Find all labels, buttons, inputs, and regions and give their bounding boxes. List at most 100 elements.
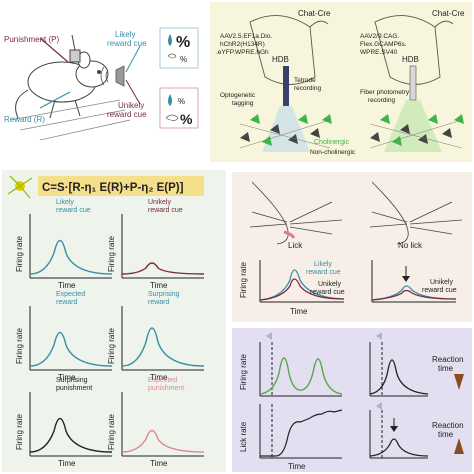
svg-text:Unikely reward cue: Unikely reward cue bbox=[422, 279, 457, 294]
speaker-icon bbox=[100, 65, 125, 87]
reaction-top-label: Reaction time bbox=[432, 355, 466, 373]
fiber-label: Fiber photometry recording bbox=[360, 89, 411, 104]
cell-label-0: Likely reward cue bbox=[56, 199, 91, 214]
green-firing-trace bbox=[259, 357, 343, 395]
panel-e-x-axis: Time bbox=[288, 462, 306, 471]
mouse-snout-right bbox=[369, 181, 463, 245]
arrow-down-icon bbox=[454, 374, 464, 390]
hdb-right: HDB bbox=[402, 55, 419, 64]
panel-c-cell-3: Surprising reward Firing rate Time bbox=[107, 291, 205, 382]
tetrode-label: Tetrode recording bbox=[294, 77, 321, 92]
panel-e-y-bottom: Lick rate bbox=[239, 421, 248, 452]
cell-x-axis-3: Time bbox=[150, 373, 168, 382]
no-lick-label: No lick bbox=[398, 241, 423, 250]
likely-cue-box bbox=[159, 27, 199, 69]
panel-a-figure: Punishment (P) Reward (R) Likely reward c… bbox=[4, 27, 199, 141]
equation: C=S·[R-η₁ E(R)+P-η₂ E(P)] bbox=[42, 182, 184, 194]
water-drop-icon bbox=[168, 34, 172, 46]
firing-trace-1 bbox=[121, 262, 205, 275]
virus-right: AAV2/9.CAG. Flex.GCAMP6s. WPRE.SV40 bbox=[360, 33, 408, 56]
punishment-arrow bbox=[39, 37, 69, 63]
panel-d-plot-right: Unikely reward cue bbox=[371, 260, 457, 303]
panel-c-cell-0: Likely reward cue Firing rate Time bbox=[15, 199, 113, 290]
tongue-icon bbox=[283, 230, 296, 239]
cell-x-axis-0: Time bbox=[58, 281, 76, 290]
panel-d-plot-left: Likely reward cue Unikely reward cue Fir… bbox=[239, 260, 345, 316]
panel-b-figure: Chat-Cre AAV2.5.EF1a.Dio. hChR2(H134R) .… bbox=[216, 9, 465, 156]
cell-x-axis-5: Time bbox=[150, 459, 168, 468]
firing-trace-3 bbox=[121, 327, 205, 367]
panel-c-cell-2: Expected reward Firing rate Time bbox=[15, 291, 113, 382]
unlikely-trace-left bbox=[259, 278, 345, 301]
mouse-head-right bbox=[374, 15, 454, 85]
cell-y-axis-3: Firing rate bbox=[107, 327, 116, 364]
cell-y-axis-5: Firing rate bbox=[107, 413, 116, 450]
neurons-left bbox=[239, 114, 332, 149]
arrow-up-icon bbox=[454, 438, 464, 454]
punishment-label: Punishment (P) bbox=[4, 35, 59, 44]
reward-label: Reward (R) bbox=[4, 115, 45, 124]
panel-e-rt-top: Reaction time bbox=[369, 332, 466, 397]
cell-y-axis-2: Firing rate bbox=[15, 327, 24, 364]
likely-cue-label: Likely reward cue bbox=[107, 30, 147, 48]
panel-e-lick-plot: Lick rate Time bbox=[239, 404, 343, 471]
cell-label-3: Surprising reward bbox=[148, 291, 180, 306]
panel-d-x-axis: Time bbox=[290, 307, 308, 316]
panel-d: Lick No lick Likely reward cue Unikely r… bbox=[232, 172, 472, 322]
cholinergic-label: Cholinergic bbox=[314, 139, 350, 146]
panel-e-rt-bottom: Reaction time bbox=[369, 402, 466, 459]
svg-text:%: % bbox=[178, 97, 185, 106]
cell-label-2: Expected reward bbox=[56, 291, 85, 306]
unlikely-cue-label: Unikely reward cue bbox=[107, 101, 147, 119]
firing-trace-0 bbox=[29, 239, 113, 275]
reaction-bottom-label: Reaction time bbox=[432, 421, 466, 439]
panel-b: Chat-Cre AAV2.5.EF1a.Dio. hChR2(H134R) .… bbox=[210, 2, 472, 162]
virus-left: AAV2.5.EF1a.Dio. hChR2(H134R) .eYFP.WPRE… bbox=[216, 33, 274, 56]
firing-trace-4 bbox=[29, 417, 113, 453]
percent-big: % bbox=[176, 34, 190, 51]
fiber-optic bbox=[409, 65, 417, 101]
unlikely-cue-box bbox=[159, 87, 199, 129]
panel-d-y-axis: Firing rate bbox=[239, 261, 248, 298]
panel-e-y-top: Firing rate bbox=[239, 353, 248, 390]
noncholinergic-label: Non-cholinergic bbox=[310, 149, 356, 156]
panel-c-figure: C=S·[R-η₁ E(R)+P-η₂ E(P)] Likely reward c… bbox=[7, 175, 205, 468]
panel-c-cell-1: Unikely reward cue Firing rate Time bbox=[107, 199, 205, 290]
mouse-small-icon bbox=[167, 53, 177, 59]
panel-c-cell-5: Expected punishment Firing rate Time bbox=[107, 377, 205, 468]
panel-a: Punishment (P) Reward (R) Likely reward c… bbox=[0, 0, 205, 160]
unlikely-label-d: Unikely reward cue bbox=[310, 281, 345, 296]
cell-y-axis-4: Firing rate bbox=[15, 413, 24, 450]
neurons-right bbox=[369, 114, 464, 149]
reward-arrow bbox=[39, 91, 71, 109]
panel-e-firing-plot: Firing rate bbox=[239, 332, 343, 397]
opto-label: Optogenetic tagging bbox=[220, 92, 257, 107]
platform-lines bbox=[9, 99, 131, 141]
tetrode bbox=[283, 66, 289, 106]
cell-x-axis-2: Time bbox=[58, 373, 76, 382]
mouse-head-left bbox=[249, 15, 329, 85]
cell-label-4: Surprising punishment bbox=[56, 377, 92, 392]
chat-cre-left: Chat-Cre bbox=[298, 9, 331, 18]
mouse-icon bbox=[15, 34, 109, 119]
lick-rate-trace bbox=[260, 409, 343, 457]
lick-label: Lick bbox=[288, 241, 303, 250]
cell-x-axis-4: Time bbox=[58, 459, 76, 468]
hdb-left: HDB bbox=[272, 55, 289, 64]
panel-e-figure: Firing rate Lick rate Time Reaction time bbox=[239, 332, 466, 471]
equation-box bbox=[38, 176, 204, 196]
cell-label-1: Unikely reward cue bbox=[148, 199, 183, 214]
likely-trace-left bbox=[259, 269, 345, 301]
firing-trace-2 bbox=[29, 331, 113, 367]
neuron-icon bbox=[7, 175, 33, 199]
likely-label-d: Likely reward cue bbox=[306, 261, 341, 276]
panel-e: Firing rate Lick rate Time Reaction time bbox=[232, 328, 472, 472]
chat-cre-right: Chat-Cre bbox=[432, 9, 465, 18]
mouse-snout-left bbox=[249, 181, 343, 245]
cell-label-5: Expected punishment bbox=[148, 377, 184, 392]
cell-x-axis-1: Time bbox=[150, 281, 168, 290]
panel-d-figure: Lick No lick Likely reward cue Unikely r… bbox=[239, 181, 463, 316]
panel-c-cell-4: Surprising punishment Firing rate Time bbox=[15, 377, 113, 468]
panel-c: C=S·[R-η₁ E(R)+P-η₂ E(P)] Likely reward c… bbox=[2, 170, 226, 472]
